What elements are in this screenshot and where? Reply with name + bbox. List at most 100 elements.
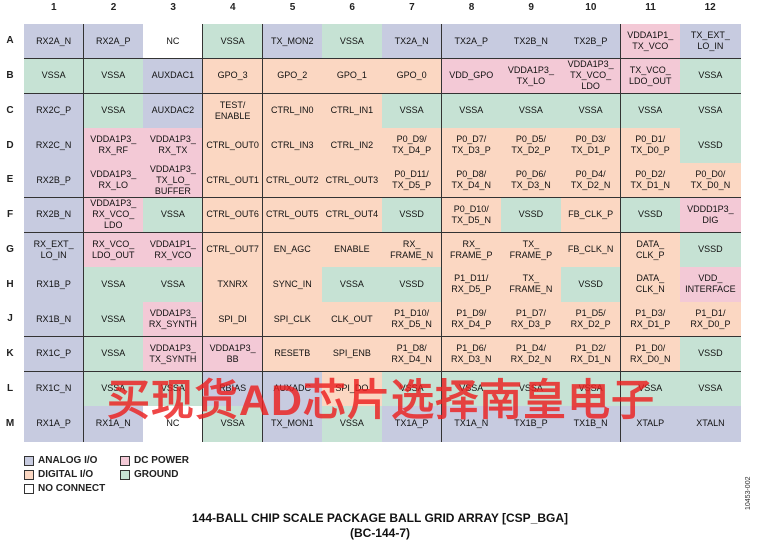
ball-B3: AUXDAC1 [143,58,204,94]
legend-label: NO CONNECT [38,483,106,494]
ball-M3: NC [143,406,204,442]
legend-label: ANALOG I/O [38,455,98,466]
ball-H10: VSSD [561,267,622,303]
ball-J10: P1_D5/ RX_D2_P [561,302,622,338]
figure-title: 144-BALL CHIP SCALE PACKAGE BALL GRID AR… [0,511,760,541]
ball-K11: P1_D0/ RX_D0_N [620,336,681,372]
ball-J3: VDDA1P3_ RX_SYNTH [143,302,204,338]
ball-L10: VSSA [561,371,622,407]
ball-M1: RX1A_P [24,406,85,442]
ball-B8: VDD_GPO [441,58,502,94]
ball-F9: VSSD [501,197,562,233]
ball-A1: RX2A_N [24,24,85,60]
ball-C3: AUXDAC2 [143,93,204,129]
column-header-3: 3 [170,2,176,13]
ball-G8: RX_ FRAME_P [441,232,502,268]
ball-M4: VSSA [203,406,264,442]
ball-J2: VSSA [83,302,144,338]
ball-B11: TX_VCO_ LDO_OUT [620,58,681,94]
ball-E6: CTRL_OUT3 [322,163,383,199]
column-header-12: 12 [704,2,716,13]
ball-J5: SPI_CLK [262,302,323,338]
ball-G4: CTRL_OUT7 [203,232,264,268]
ball-G11: DATA_ CLK_P [620,232,681,268]
legend-swatch [24,455,34,466]
row-header-L: L [6,382,14,394]
ball-H7: VSSD [382,267,443,303]
legend-swatch [24,483,34,494]
ball-H12: VDD_ INTERFACE [680,267,741,303]
ball-C8: VSSA [441,93,502,129]
ball-H2: VSSA [83,267,144,303]
ball-C1: RX2C_P [24,93,85,129]
legend-label: DC POWER [134,455,189,466]
ball-M11: XTALP [620,406,681,442]
ball-H8: P1_D11/ RX_D5_P [441,267,502,303]
row-header-F: F [6,209,14,221]
ball-F10: FB_CLK_P [561,197,622,233]
ball-E7: P0_D11/ TX_D5_P [382,163,443,199]
column-header-4: 4 [230,2,236,13]
ball-K2: VSSA [83,336,144,372]
legend-swatch [120,469,130,480]
ball-K9: P1_D4/ RX_D2_N [501,336,562,372]
ball-M7: TX1A_P [382,406,443,442]
ball-L3: VSSA [143,371,204,407]
row-header-G: G [6,243,14,255]
ball-K8: P1_D6/ RX_D3_N [441,336,502,372]
ball-D9: P0_D5/ TX_D2_P [501,128,562,164]
ball-D8: P0_D7/ TX_D3_P [441,128,502,164]
ball-J9: P1_D7/ RX_D3_P [501,302,562,338]
ball-K1: RX1C_P [24,336,85,372]
ball-D2: VDDA1P3_ RX_RF [83,128,144,164]
column-header-9: 9 [528,2,534,13]
ball-grid: RX2A_N RX2A_P NC VSSA TX_MON2 VSSA TX2A_N TX2A_… [24,24,741,442]
legend-item-no-connect: NO CONNECT [24,483,105,494]
ball-G7: RX_ FRAME_N [382,232,443,268]
ball-B9: VDDA1P3_ TX_LO [501,58,562,94]
ball-G6: ENABLE [322,232,383,268]
ball-H3: VSSA [143,267,204,303]
ball-L7: VSSA [382,371,443,407]
row-header-K: K [6,348,14,360]
ball-M10: TX1B_N [561,406,622,442]
column-header-7: 7 [409,2,415,13]
ball-L5: AUXADC [262,371,323,407]
ball-K5: RESETB [262,336,323,372]
ball-C6: CTRL_IN1 [322,93,383,129]
legend-item-dc-power: DC POWER [120,455,189,466]
ball-D1: RX2C_N [24,128,85,164]
ball-B2: VSSA [83,58,144,94]
legend-item-ground: GROUND [120,469,178,480]
ball-E9: P0_D6/ TX_D3_N [501,163,562,199]
column-header-8: 8 [468,2,475,13]
column-header-11: 11 [645,2,656,13]
column-header-1: 1 [51,2,57,13]
ball-H5: SYNC_IN [262,267,323,303]
legend-swatch [24,469,34,480]
ball-F1: RX2B_N [24,197,85,233]
ball-M5: TX_MON1 [262,406,323,442]
ball-G10: FB_CLK_N [561,232,622,268]
title-line-1: 144-BALL CHIP SCALE PACKAGE BALL GRID AR… [191,511,569,525]
title-line-2: (BC-144-7) [349,526,410,540]
ball-F11: VSSD [620,197,681,233]
ball-G9: TX_ FRAME_P [501,232,562,268]
ball-E10: P0_D4/ TX_D2_N [561,163,622,199]
ball-M8: TX1A_N [441,406,502,442]
ball-L4: RBIAS [203,371,264,407]
row-header-D: D [6,139,14,151]
ball-H11: DATA_ CLK_N [620,267,681,303]
legend-item-digital-i-o: DIGITAL I/O [24,469,93,480]
ball-D7: P0_D9/ TX_D4_P [382,128,443,164]
row-header-H: H [6,278,14,290]
ball-F2: VDDA1P3_ RX_VCO_ LDO [83,197,144,233]
ball-C2: VSSA [83,93,144,129]
ball-C12: VSSA [680,93,741,129]
ball-K12: VSSD [680,336,741,372]
ball-J8: P1_D9/ RX_D4_P [441,302,502,338]
ball-J1: RX1B_N [24,302,85,338]
ball-F3: VSSA [143,197,204,233]
ball-M9: TX1B_P [501,406,562,442]
